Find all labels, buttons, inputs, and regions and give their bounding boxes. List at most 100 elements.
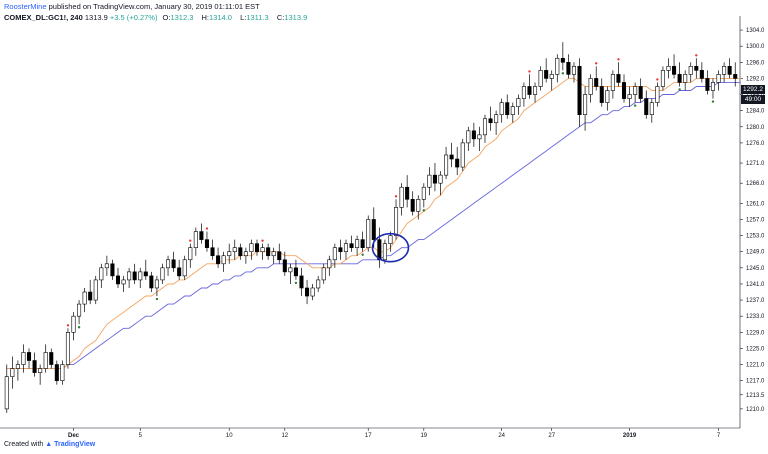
candle-body[interactable]	[15, 364, 20, 369]
candle-body[interactable]	[555, 57, 560, 75]
candle-body[interactable]	[65, 332, 70, 365]
candle-body[interactable]	[38, 368, 43, 373]
candle-body[interactable]	[166, 259, 171, 269]
candle-body[interactable]	[266, 247, 271, 257]
candle-body[interactable]	[177, 267, 182, 277]
candle-body[interactable]	[644, 98, 649, 115]
candle-body[interactable]	[505, 102, 510, 115]
candle-body[interactable]	[210, 247, 215, 257]
candle-body[interactable]	[594, 78, 599, 87]
candle-body[interactable]	[355, 239, 360, 248]
candle-body[interactable]	[49, 352, 54, 365]
candle-body[interactable]	[121, 279, 126, 285]
candle-body[interactable]	[316, 279, 321, 289]
candle-body[interactable]	[249, 243, 254, 253]
candle-body[interactable]	[371, 219, 376, 240]
candle-body[interactable]	[216, 255, 221, 265]
candle-body[interactable]	[32, 360, 37, 373]
tradingview-brand[interactable]: TradingView	[54, 441, 96, 448]
candle-body[interactable]	[366, 219, 371, 248]
candle-body[interactable]	[638, 86, 643, 99]
candle-body[interactable]	[660, 70, 665, 87]
symbol-label[interactable]: COMEX_DL:GC1!, 240	[4, 13, 83, 22]
candle-body[interactable]	[199, 231, 204, 240]
candle-body[interactable]	[382, 243, 387, 261]
candle-body[interactable]	[544, 70, 549, 79]
candle-body[interactable]	[43, 352, 48, 369]
candle-body[interactable]	[527, 86, 532, 95]
candle-body[interactable]	[727, 66, 732, 75]
candle-body[interactable]	[227, 251, 232, 257]
candle-body[interactable]	[438, 174, 443, 184]
candle-body[interactable]	[343, 243, 349, 253]
candle-body[interactable]	[499, 102, 504, 115]
candle-body[interactable]	[26, 352, 32, 361]
candle-body[interactable]	[143, 271, 148, 277]
candle-body[interactable]	[672, 66, 677, 75]
candle-body[interactable]	[238, 247, 243, 257]
candle-body[interactable]	[488, 118, 493, 124]
candles-layer[interactable]	[4, 42, 738, 413]
candle-body[interactable]	[471, 130, 476, 140]
candle-body[interactable]	[110, 263, 115, 277]
candle-body[interactable]	[232, 247, 237, 253]
candle-body[interactable]	[494, 114, 499, 124]
candle-body[interactable]	[88, 291, 93, 301]
candle-body[interactable]	[204, 239, 209, 248]
candle-body[interactable]	[171, 259, 176, 269]
candle-body[interactable]	[60, 364, 65, 381]
candle-body[interactable]	[688, 66, 693, 75]
candle-body[interactable]	[410, 199, 415, 212]
candle-body[interactable]	[560, 57, 565, 63]
candle-body[interactable]	[416, 199, 421, 212]
candle-body[interactable]	[10, 368, 15, 377]
candle-body[interactable]	[710, 82, 716, 91]
candle-body[interactable]	[477, 134, 482, 140]
candle-body[interactable]	[621, 82, 627, 99]
candle-body[interactable]	[282, 259, 287, 273]
candle-body[interactable]	[460, 142, 465, 168]
candle-body[interactable]	[399, 186, 404, 208]
candle-body[interactable]	[455, 158, 460, 168]
candle-body[interactable]	[533, 86, 538, 95]
candle-body[interactable]	[516, 98, 521, 107]
candle-body[interactable]	[338, 247, 343, 253]
candle-body[interactable]	[299, 275, 304, 289]
candle-body[interactable]	[254, 243, 260, 253]
candle-body[interactable]	[104, 263, 109, 269]
candle-body[interactable]	[393, 207, 399, 236]
candle-body[interactable]	[321, 267, 326, 281]
tradingview-logo-icon[interactable]: ▲	[45, 441, 53, 448]
candle-body[interactable]	[293, 267, 298, 277]
candle-body[interactable]	[566, 61, 571, 75]
candle-body[interactable]	[421, 186, 426, 200]
candle-body[interactable]	[127, 271, 132, 281]
candle-body[interactable]	[132, 271, 137, 281]
candle-body[interactable]	[733, 74, 738, 79]
candle-body[interactable]	[160, 267, 165, 281]
candle-body[interactable]	[377, 239, 382, 261]
candle-body[interactable]	[699, 70, 704, 79]
candle-body[interactable]	[327, 259, 332, 269]
candle-body[interactable]	[54, 364, 59, 381]
candle-body[interactable]	[221, 255, 226, 265]
candle-body[interactable]	[705, 78, 710, 91]
candle-body[interactable]	[521, 86, 526, 99]
candle-body[interactable]	[360, 239, 365, 248]
candle-body[interactable]	[588, 78, 593, 95]
candle-body[interactable]	[549, 74, 554, 79]
candle-body[interactable]	[93, 279, 98, 301]
candle-body[interactable]	[677, 74, 682, 83]
candle-body[interactable]	[138, 271, 143, 281]
candle-body[interactable]	[277, 251, 282, 261]
candle-body[interactable]	[616, 74, 621, 83]
candle-body[interactable]	[71, 315, 76, 333]
candle-body[interactable]	[4, 376, 9, 410]
candle-body[interactable]	[193, 231, 198, 248]
candle-body[interactable]	[605, 90, 610, 103]
candle-body[interactable]	[666, 66, 671, 71]
candle-body[interactable]	[405, 186, 410, 200]
candle-body[interactable]	[243, 251, 248, 257]
candle-body[interactable]	[583, 94, 588, 115]
candle-body[interactable]	[182, 259, 187, 277]
